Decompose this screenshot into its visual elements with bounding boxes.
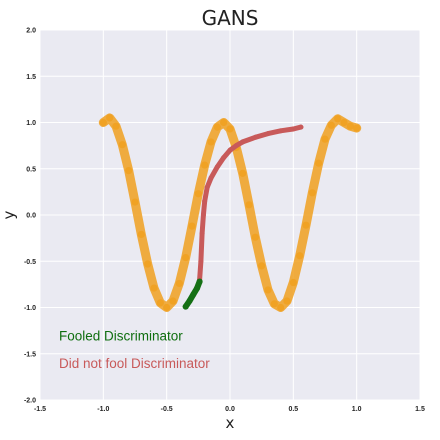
y-tick-label: 0.5 xyxy=(26,166,36,173)
data-point xyxy=(182,303,189,310)
data-point xyxy=(194,285,201,292)
data-point xyxy=(227,147,233,153)
data-point xyxy=(270,300,278,308)
y-tick-label: -1.5 xyxy=(24,351,36,358)
data-point xyxy=(169,297,177,305)
data-point xyxy=(233,143,239,149)
data-point xyxy=(204,184,210,190)
tick-labels: -1.5 -1.0 -0.5 0.0 0.5 1.0 1.5-2.0-1.5-1.0-0.5… xyxy=(24,28,425,414)
data-point xyxy=(327,121,335,129)
data-point xyxy=(144,260,152,268)
data-point xyxy=(277,303,285,312)
annotation-not-fooled: Did not fool Discriminator xyxy=(59,356,210,371)
data-point xyxy=(190,291,197,298)
data-point xyxy=(220,118,228,127)
data-point xyxy=(182,253,190,262)
x-tick-label: 0.0 xyxy=(225,406,235,413)
y-tick-label: -1.0 xyxy=(24,305,36,312)
x-tick-label: -1.5 xyxy=(34,406,46,413)
data-point xyxy=(125,167,133,175)
data-point xyxy=(308,189,316,197)
data-point xyxy=(208,175,214,181)
x-axis-label: x xyxy=(226,414,235,432)
data-point xyxy=(188,222,196,230)
data-point xyxy=(346,122,354,130)
data-point xyxy=(214,164,220,170)
y-tick-label: 1.0 xyxy=(26,120,36,127)
data-point xyxy=(213,123,221,131)
data-point xyxy=(315,159,323,167)
chart-title: GANS xyxy=(202,6,259,30)
data-point xyxy=(201,161,209,169)
data-point xyxy=(99,118,107,127)
data-point xyxy=(207,138,215,146)
data-point xyxy=(252,134,258,140)
data-point xyxy=(278,128,284,134)
x-tick-label: -0.5 xyxy=(161,406,173,413)
data-point xyxy=(175,279,183,288)
data-point xyxy=(221,155,227,161)
y-tick-label: 2.0 xyxy=(26,28,36,35)
data-point xyxy=(258,262,266,270)
y-tick-label: 1.5 xyxy=(26,74,36,81)
data-point xyxy=(156,299,164,307)
grid-lines xyxy=(39,29,421,401)
data-point xyxy=(245,201,253,209)
data-point xyxy=(202,198,208,204)
data-point xyxy=(289,278,297,287)
data-point xyxy=(239,169,247,177)
data-point xyxy=(199,231,205,236)
data-point xyxy=(251,233,259,241)
data-point xyxy=(131,198,139,206)
data-point xyxy=(200,212,206,218)
data-point xyxy=(196,278,203,285)
data-point xyxy=(137,230,145,239)
data-point xyxy=(118,141,126,149)
data-point xyxy=(296,252,304,260)
x-tick-label: -1.0 xyxy=(97,406,109,413)
y-tick-label: 0.0 xyxy=(26,213,36,220)
y-tick-label: -2.0 xyxy=(24,398,36,405)
data-point xyxy=(321,135,329,143)
data-point xyxy=(186,298,193,305)
data-point xyxy=(112,122,120,130)
data-point xyxy=(150,284,158,292)
data-point xyxy=(290,126,296,132)
data-point xyxy=(334,115,342,123)
data-point xyxy=(340,118,348,127)
data-point xyxy=(163,303,171,312)
data-point xyxy=(298,124,304,130)
data-point xyxy=(194,190,202,198)
data-point xyxy=(353,124,361,132)
x-tick-label: 1.0 xyxy=(352,406,362,413)
data-point xyxy=(106,114,114,122)
data-point xyxy=(283,297,291,305)
data-point xyxy=(226,125,234,133)
y-axis-label: y xyxy=(0,210,18,219)
x-tick-label: 1.5 xyxy=(415,406,425,413)
y-tick-label: -0.5 xyxy=(24,259,36,266)
data-point xyxy=(302,221,310,229)
data-point xyxy=(240,139,246,145)
x-tick-label: 0.5 xyxy=(288,406,298,413)
data-series xyxy=(98,113,362,312)
annotation-fooled: Fooled Discriminator xyxy=(59,328,183,343)
data-point xyxy=(264,286,272,294)
data-point xyxy=(198,258,204,264)
data-point xyxy=(265,131,271,137)
